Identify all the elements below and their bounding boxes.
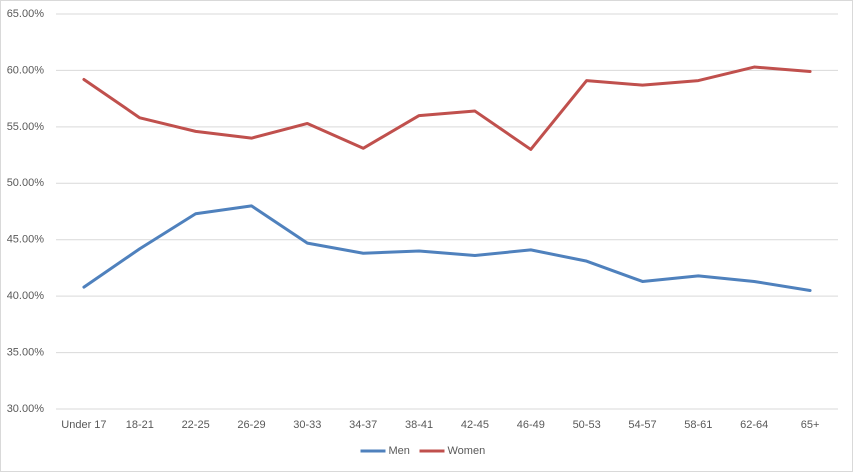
y-tick-label: 45.00%	[7, 234, 45, 246]
x-tick-label: 62-64	[740, 419, 768, 431]
x-tick-label: 46-49	[517, 419, 545, 431]
x-tick-label: 34-37	[349, 419, 377, 431]
x-tick-label: 26-29	[237, 419, 265, 431]
series-line	[82, 204, 812, 292]
series-line	[82, 65, 812, 151]
y-tick-label: 65.00%	[7, 8, 45, 20]
x-tick-label: 30-33	[293, 419, 321, 431]
x-tick-label: 18-21	[126, 419, 154, 431]
x-tick-label: 50-53	[573, 419, 601, 431]
y-tick-label: 40.00%	[7, 290, 45, 302]
y-tick-label: 50.00%	[7, 177, 45, 189]
legend-label: Women	[448, 445, 486, 457]
y-tick-label: 30.00%	[7, 403, 45, 415]
x-tick-label: 42-45	[461, 419, 489, 431]
x-tick-label: 54-57	[628, 419, 656, 431]
x-tick-label: 58-61	[684, 419, 712, 431]
x-tick-label: 22-25	[182, 419, 210, 431]
legend-label: Men	[389, 445, 410, 457]
y-tick-label: 60.00%	[7, 64, 45, 76]
y-tick-label: 35.00%	[7, 346, 45, 358]
y-tick-label: 55.00%	[7, 121, 45, 133]
x-tick-label: 65+	[801, 419, 820, 431]
x-tick-label: 38-41	[405, 419, 433, 431]
x-tick-label: Under 17	[61, 419, 106, 431]
